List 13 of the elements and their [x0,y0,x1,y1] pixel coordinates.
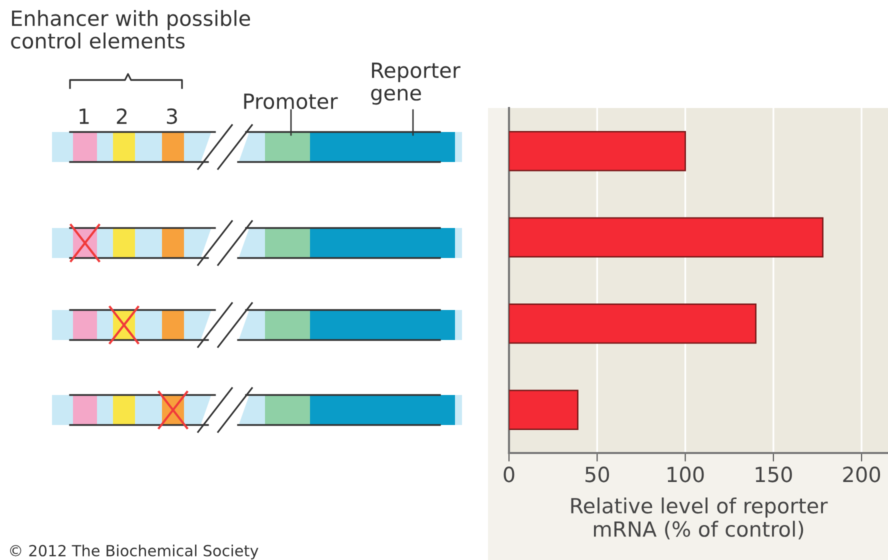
text: 1 [80,108,89,124]
x-tick-label: 50 [585,466,610,482]
text: Reporter gene [371,62,460,105]
text: 2 [116,108,127,124]
x-tick-label: 0 [504,466,514,482]
x-axis-title: Relative level of reporter mRNA (% of control) [571,497,828,540]
text: © 2012 The Biochemical Society [10,544,258,560]
text: 3 [166,108,177,124]
text: Promoter [244,94,338,110]
x-tick-label: 100 [668,466,704,482]
x-tick-label: 200 [843,466,880,482]
text: Enhancer with possible control elements [11,10,250,49]
x-tick-label: 150 [756,466,792,482]
